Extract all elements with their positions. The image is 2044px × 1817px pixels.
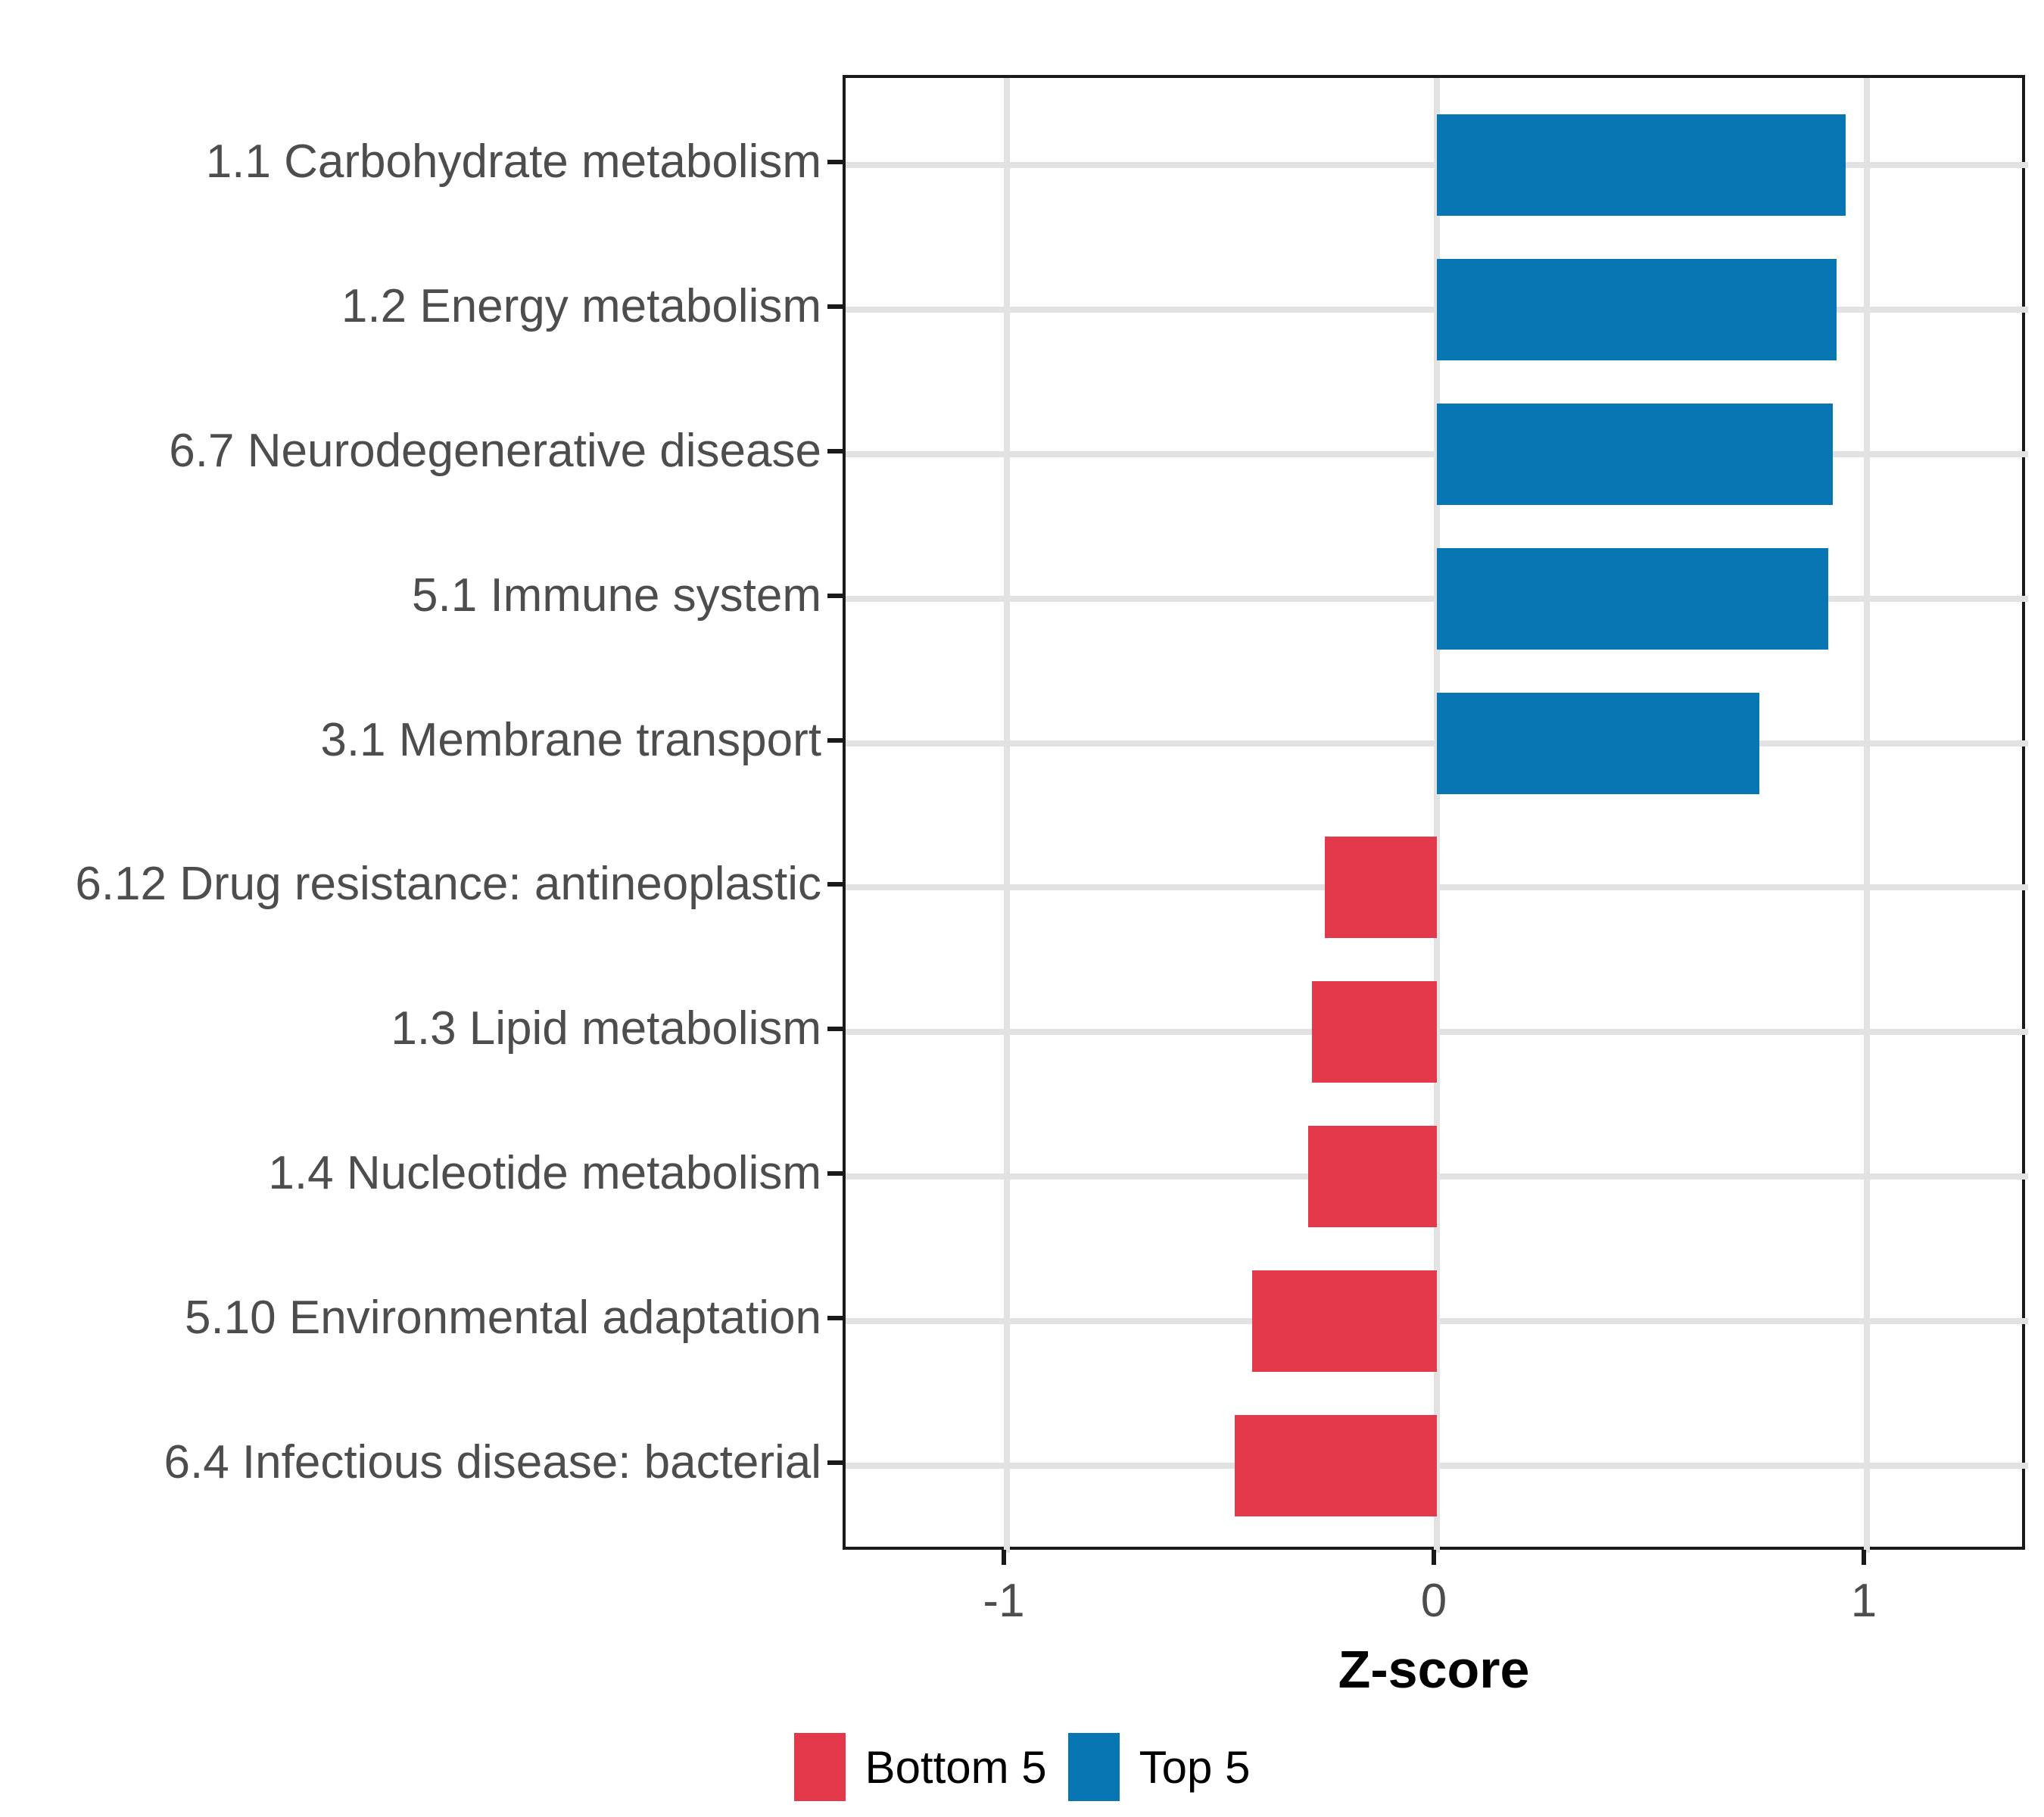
x-tick-label: 1: [1850, 1575, 1877, 1627]
category-label: 6.12 Drug resistance: antineoplastic: [75, 858, 821, 911]
x-axis-title: Z-score: [1338, 1640, 1530, 1699]
y-gridline: [846, 1318, 2028, 1325]
x-axis-tick: [1862, 1550, 1866, 1565]
bar-positive: [1437, 258, 1837, 360]
legend-swatch-bottom-5: [793, 1733, 846, 1801]
y-axis-tick: [827, 304, 843, 309]
category-label: 6.7 Neurodegenerative disease: [169, 424, 821, 477]
x-tick-label: 0: [1420, 1575, 1447, 1627]
x-axis-tick: [1432, 1550, 1436, 1565]
bar-positive: [1437, 692, 1759, 794]
plot-panel: [843, 75, 2028, 1553]
x-gridline: [1434, 78, 1440, 1553]
legend-label: Top 5: [1139, 1741, 1251, 1793]
bar-positive: [1437, 114, 1846, 216]
x-axis-tick: [1002, 1550, 1006, 1565]
y-gridline: [846, 1173, 2028, 1180]
legend: Bottom 5 Top 5: [0, 1733, 2044, 1801]
category-label: 1.4 Nucleotide metabolism: [268, 1147, 821, 1200]
bar-positive: [1437, 547, 1828, 650]
category-label: 5.1 Immune system: [412, 569, 821, 622]
y-axis-tick: [827, 737, 843, 743]
category-label: 1.2 Energy metabolism: [341, 279, 821, 332]
bar-negative: [1251, 1270, 1437, 1373]
x-gridline: [1864, 78, 1870, 1553]
y-axis-tick: [827, 882, 843, 887]
category-label: 3.1 Membrane transport: [320, 713, 821, 766]
legend-item-top-5: Top 5: [1067, 1733, 1251, 1801]
y-axis-tick: [827, 1027, 843, 1032]
legend-item-bottom-5: Bottom 5: [793, 1733, 1047, 1801]
bar-positive: [1437, 403, 1833, 505]
bar-negative: [1235, 1415, 1437, 1517]
category-label: 6.4 Infectious disease: bacterial: [164, 1436, 821, 1489]
y-axis-tick: [827, 1460, 843, 1466]
y-axis-tick: [827, 1171, 843, 1177]
y-gridline: [846, 1029, 2028, 1036]
y-axis-tick: [827, 159, 843, 164]
bar-negative: [1312, 981, 1437, 1083]
category-label: 1.3 Lipid metabolism: [391, 1002, 821, 1055]
category-label: 5.10 Environmental adaptation: [184, 1292, 821, 1345]
x-gridline: [1004, 78, 1010, 1553]
y-axis-tick: [827, 593, 843, 598]
legend-swatch-top-5: [1067, 1733, 1120, 1801]
x-tick-label: -1: [983, 1575, 1025, 1627]
y-axis-tick: [827, 1316, 843, 1321]
legend-label: Bottom 5: [865, 1741, 1047, 1793]
y-gridline: [846, 1463, 2028, 1469]
bar-negative: [1307, 1126, 1437, 1228]
bar-negative: [1325, 837, 1437, 939]
y-axis-tick: [827, 448, 843, 453]
y-gridline: [846, 884, 2028, 891]
category-label: 1.1 Carbohydrate metabolism: [205, 135, 821, 188]
